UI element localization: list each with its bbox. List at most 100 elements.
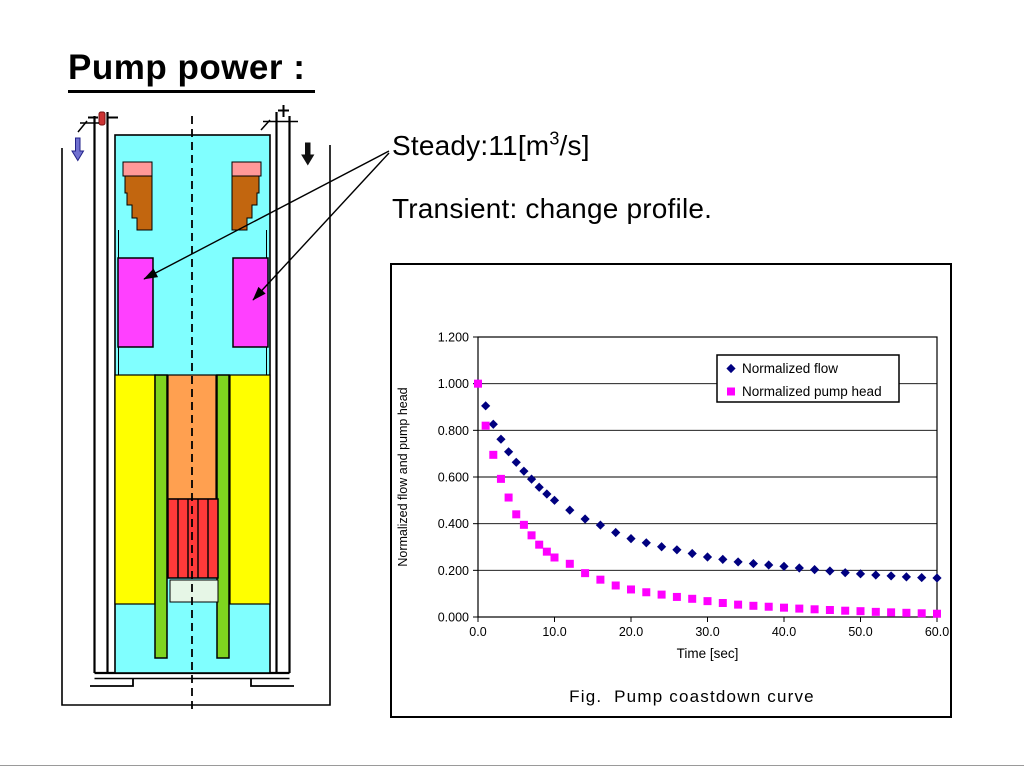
data-point-square (519, 520, 528, 529)
data-point-square (535, 540, 544, 549)
data-point-square (504, 493, 513, 502)
steady-text-superscript: 3 (549, 128, 560, 149)
legend-marker-square (727, 387, 735, 396)
data-point-diamond (871, 570, 881, 580)
steady-text-pre: Steady:11[m (392, 130, 550, 161)
data-point-square (474, 379, 482, 388)
x-tick-label: 60.0 (925, 625, 949, 639)
data-point-square (565, 559, 574, 568)
y-tick-label: 1.200 (438, 331, 469, 345)
data-point-diamond (917, 572, 927, 583)
page-title: Pump power : (68, 48, 316, 93)
steady-text-post: /s] (559, 130, 590, 161)
data-point-square (527, 531, 536, 540)
steady-flow-text: Steady:11[m3/s] (392, 130, 590, 162)
y-tick-label: 1.000 (438, 377, 469, 391)
y-tick-label: 0.000 (438, 611, 469, 625)
data-point-diamond (794, 563, 804, 573)
core-block (167, 498, 219, 579)
data-point-diamond (886, 571, 896, 581)
data-point-diamond (718, 554, 728, 564)
data-point-square (810, 605, 819, 614)
x-axis-title: Time [sec] (677, 646, 739, 661)
rod-left (154, 374, 168, 659)
data-point-square (871, 607, 880, 616)
core-support (169, 579, 219, 603)
data-point-square (627, 585, 635, 594)
data-point-diamond (825, 566, 835, 576)
x-tick-label: 10.0 (542, 625, 566, 639)
x-tick-label: 30.0 (695, 625, 719, 639)
data-point-diamond (611, 527, 621, 538)
data-point-square (481, 421, 490, 430)
pump-block-right (232, 257, 269, 348)
shield-right (229, 374, 271, 605)
data-point-diamond (672, 545, 682, 555)
data-point-square (550, 553, 559, 562)
data-point-diamond (626, 534, 636, 544)
pump-coastdown-chart: 0.000 0.200 0.400 0.600 0.800 1.000 1.200 0.0 10… (390, 263, 952, 718)
legend-marker-diamond (726, 363, 736, 374)
data-point-diamond (779, 561, 789, 571)
transient-text: Transient: change profile. (392, 193, 713, 224)
series-square (474, 379, 941, 618)
data-point-square (489, 450, 498, 459)
pump-block-left (117, 257, 154, 348)
data-point-square (825, 606, 834, 614)
data-point-square (795, 604, 804, 613)
chart-caption: Fig. Pump coastdown curve (569, 687, 815, 706)
rod-right (216, 374, 230, 659)
x-tick-label: 0.0 (469, 625, 486, 639)
slide-bottom-edge (0, 765, 1024, 766)
guard-vessel-outline (61, 145, 331, 706)
data-point-square (841, 606, 850, 615)
y-axis-title: Normalized flow and pump head (396, 387, 410, 566)
data-point-diamond (641, 538, 651, 548)
down-arrow-black-icon (301, 142, 315, 166)
data-point-square (642, 588, 651, 597)
data-point-square (734, 600, 743, 609)
data-point-square (542, 547, 551, 556)
y-tick-label: 0.400 (438, 517, 469, 531)
data-point-diamond (810, 565, 820, 575)
page-title-text: Pump power : (68, 48, 316, 93)
data-point-square (596, 575, 605, 584)
pump-nozzle-left (77, 111, 118, 133)
data-point-square (764, 602, 773, 611)
data-point-diamond (511, 457, 521, 467)
shield-left (114, 374, 156, 605)
data-point-diamond (748, 558, 758, 569)
data-point-diamond (702, 552, 713, 562)
y-tick-label: 0.800 (438, 424, 469, 438)
y-tick-label: 0.600 (438, 471, 469, 485)
legend-label: Normalized flow (742, 361, 838, 376)
data-point-square (780, 603, 788, 612)
data-point-square (917, 609, 926, 618)
upper-cap-left (122, 161, 153, 177)
pump-nozzle-right (260, 105, 298, 131)
data-point-diamond (901, 572, 911, 582)
data-point-diamond (855, 569, 866, 579)
data-point-square (718, 599, 727, 607)
x-tick-label: 40.0 (772, 625, 796, 639)
data-point-square (856, 607, 865, 616)
data-point-diamond (932, 573, 942, 583)
data-point-diamond (733, 557, 743, 567)
data-point-square (512, 510, 521, 519)
y-tick-label: 0.200 (438, 564, 469, 578)
data-point-square (672, 592, 681, 601)
data-point-square (496, 474, 505, 483)
data-point-square (611, 581, 620, 590)
reactor-vessel-diagram (61, 105, 331, 712)
down-arrow-blue-icon (71, 137, 85, 162)
data-point-diamond (687, 548, 697, 559)
data-point-diamond (764, 560, 774, 570)
data-point-square (688, 594, 697, 603)
x-tick-label: 20.0 (619, 625, 643, 639)
data-point-diamond (657, 542, 667, 552)
legend: Normalized flow Normalized pump head (716, 354, 900, 403)
data-point-diamond (840, 568, 850, 578)
data-point-square (887, 608, 896, 617)
data-point-square (703, 597, 712, 606)
x-tick-label: 50.0 (848, 625, 872, 639)
